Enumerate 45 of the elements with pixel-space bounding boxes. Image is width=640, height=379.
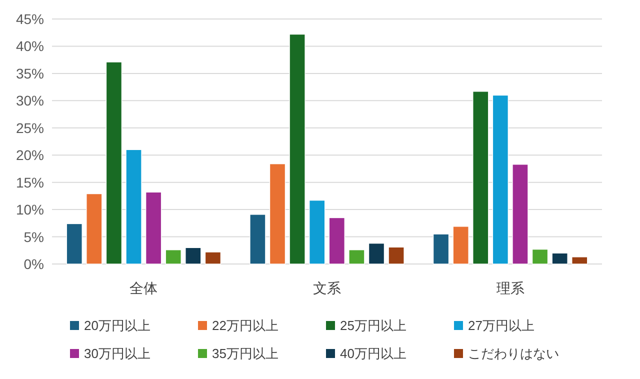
bar bbox=[289, 34, 306, 264]
legend-label: 35万円以上 bbox=[212, 346, 278, 361]
y-tick-label: 0% bbox=[24, 256, 44, 272]
bar bbox=[368, 242, 385, 264]
bar bbox=[388, 246, 404, 264]
bar bbox=[269, 163, 286, 264]
x-tick-label: 全体 bbox=[130, 280, 158, 296]
bar bbox=[145, 192, 162, 264]
bar bbox=[348, 249, 365, 264]
bar bbox=[452, 226, 469, 264]
bar bbox=[86, 193, 102, 264]
bar bbox=[512, 164, 528, 264]
bar bbox=[66, 223, 82, 264]
y-tick-label: 15% bbox=[16, 174, 44, 190]
bar bbox=[185, 247, 202, 264]
bar bbox=[126, 149, 142, 264]
y-tick-label: 35% bbox=[16, 65, 44, 82]
bar bbox=[552, 252, 568, 264]
legend-label: 40万円以上 bbox=[340, 346, 406, 361]
y-tick-label: 30% bbox=[16, 92, 44, 109]
y-tick-label: 40% bbox=[16, 38, 44, 54]
bar bbox=[165, 249, 182, 264]
bar bbox=[328, 217, 345, 264]
bar bbox=[106, 62, 122, 264]
bar bbox=[572, 256, 588, 264]
bar bbox=[472, 91, 489, 264]
bar bbox=[432, 234, 450, 264]
legend-label: こだわりはない bbox=[468, 346, 559, 361]
legend-label: 20万円以上 bbox=[84, 318, 150, 333]
y-tick-label: 45% bbox=[16, 11, 44, 27]
legend-label: 27万円以上 bbox=[468, 318, 534, 333]
x-tick-label: 理系 bbox=[496, 280, 524, 296]
x-tick-label: 文系 bbox=[313, 280, 341, 296]
y-tick-label: 10% bbox=[16, 202, 44, 218]
legend-label: 22万円以上 bbox=[212, 318, 278, 333]
legend-label: 25万円以上 bbox=[340, 318, 406, 333]
y-tick-label: 20% bbox=[16, 147, 44, 164]
bar bbox=[204, 252, 222, 264]
y-tick-label: 5% bbox=[24, 228, 44, 245]
bar bbox=[492, 94, 509, 264]
bar bbox=[532, 248, 548, 264]
bar bbox=[250, 214, 266, 264]
y-tick-label: 25% bbox=[16, 120, 44, 136]
legend-label: 30万円以上 bbox=[84, 346, 150, 361]
bar bbox=[309, 200, 326, 264]
